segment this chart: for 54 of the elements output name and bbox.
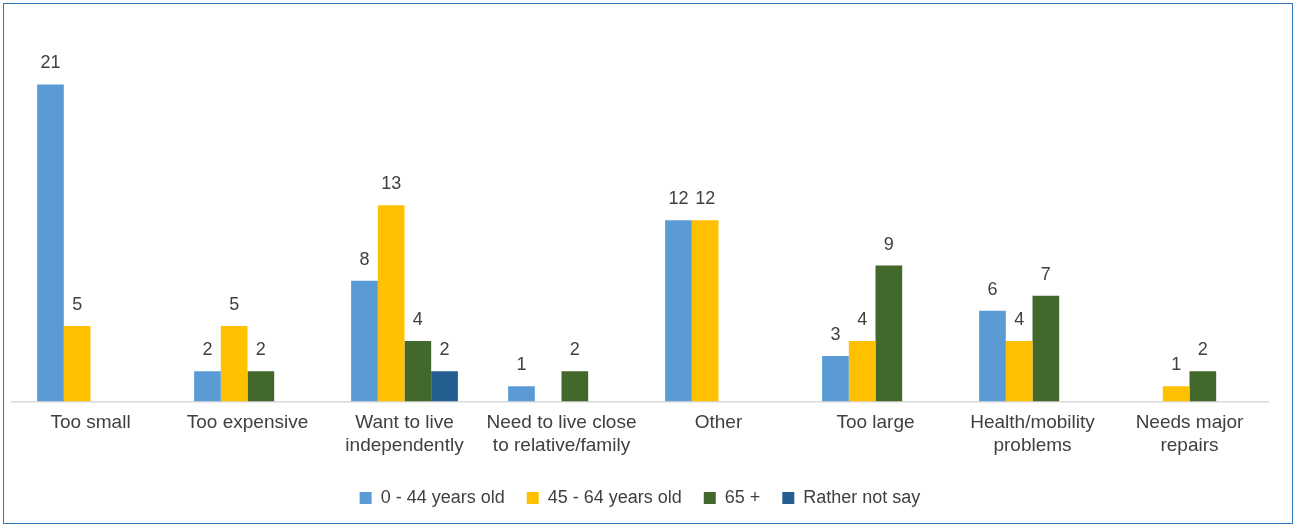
data-label: 2 [439, 339, 450, 360]
bar [665, 220, 692, 402]
x-tick-label: Need to live close to relative/family [486, 411, 637, 455]
bar [194, 371, 221, 402]
bar [691, 220, 719, 402]
data-label: 9 [883, 233, 894, 254]
data-label: 2 [202, 339, 213, 360]
bar [561, 371, 589, 402]
legend-label: 0 - 44 years old [380, 486, 505, 507]
x-tick-label: Health/mobility problems [970, 411, 1096, 455]
bar [508, 386, 535, 402]
data-label: 12 [668, 188, 689, 209]
x-tick-label: Other [694, 411, 743, 433]
bar [875, 265, 903, 402]
bar [247, 371, 275, 402]
data-label: 21 [40, 52, 61, 73]
bar [431, 371, 458, 402]
bar [822, 356, 849, 402]
bar [351, 280, 378, 402]
bar [37, 84, 64, 402]
legend-label: 65 + [724, 486, 761, 507]
data-label: 12 [695, 188, 716, 209]
data-label: 2 [255, 339, 266, 360]
data-label: 8 [359, 248, 370, 269]
data-label: 4 [857, 308, 868, 329]
data-label: 5 [72, 293, 83, 314]
data-label: 4 [1014, 308, 1025, 329]
data-label: 1 [516, 354, 527, 375]
data-label: 2 [1197, 339, 1208, 360]
data-label: 7 [1040, 263, 1051, 284]
data-label: 4 [412, 308, 423, 329]
bar [220, 325, 248, 402]
legend-label: 45 - 64 years old [547, 486, 682, 507]
data-label: 2 [569, 339, 580, 360]
data-label: 6 [987, 278, 998, 299]
bar [63, 325, 91, 402]
legend-label: Rather not say [803, 486, 921, 507]
bar [1005, 341, 1033, 402]
x-tick-label: Too large [836, 411, 915, 433]
bar [377, 205, 405, 402]
x-tick-label: Want to live independently [345, 411, 465, 455]
data-label: 3 [830, 324, 841, 345]
x-tick-label: Needs major repairs [1135, 411, 1245, 455]
bar [848, 341, 876, 402]
data-label: 13 [381, 173, 402, 194]
x-tick-label: Too expensive [186, 411, 309, 433]
bar [1032, 295, 1060, 402]
bar [1162, 386, 1190, 402]
x-tick-label: Too small [50, 411, 131, 433]
bar [1189, 371, 1217, 402]
data-label: 5 [229, 293, 240, 314]
bar [404, 341, 432, 402]
data-label: 1 [1171, 354, 1182, 375]
bar [979, 310, 1006, 402]
